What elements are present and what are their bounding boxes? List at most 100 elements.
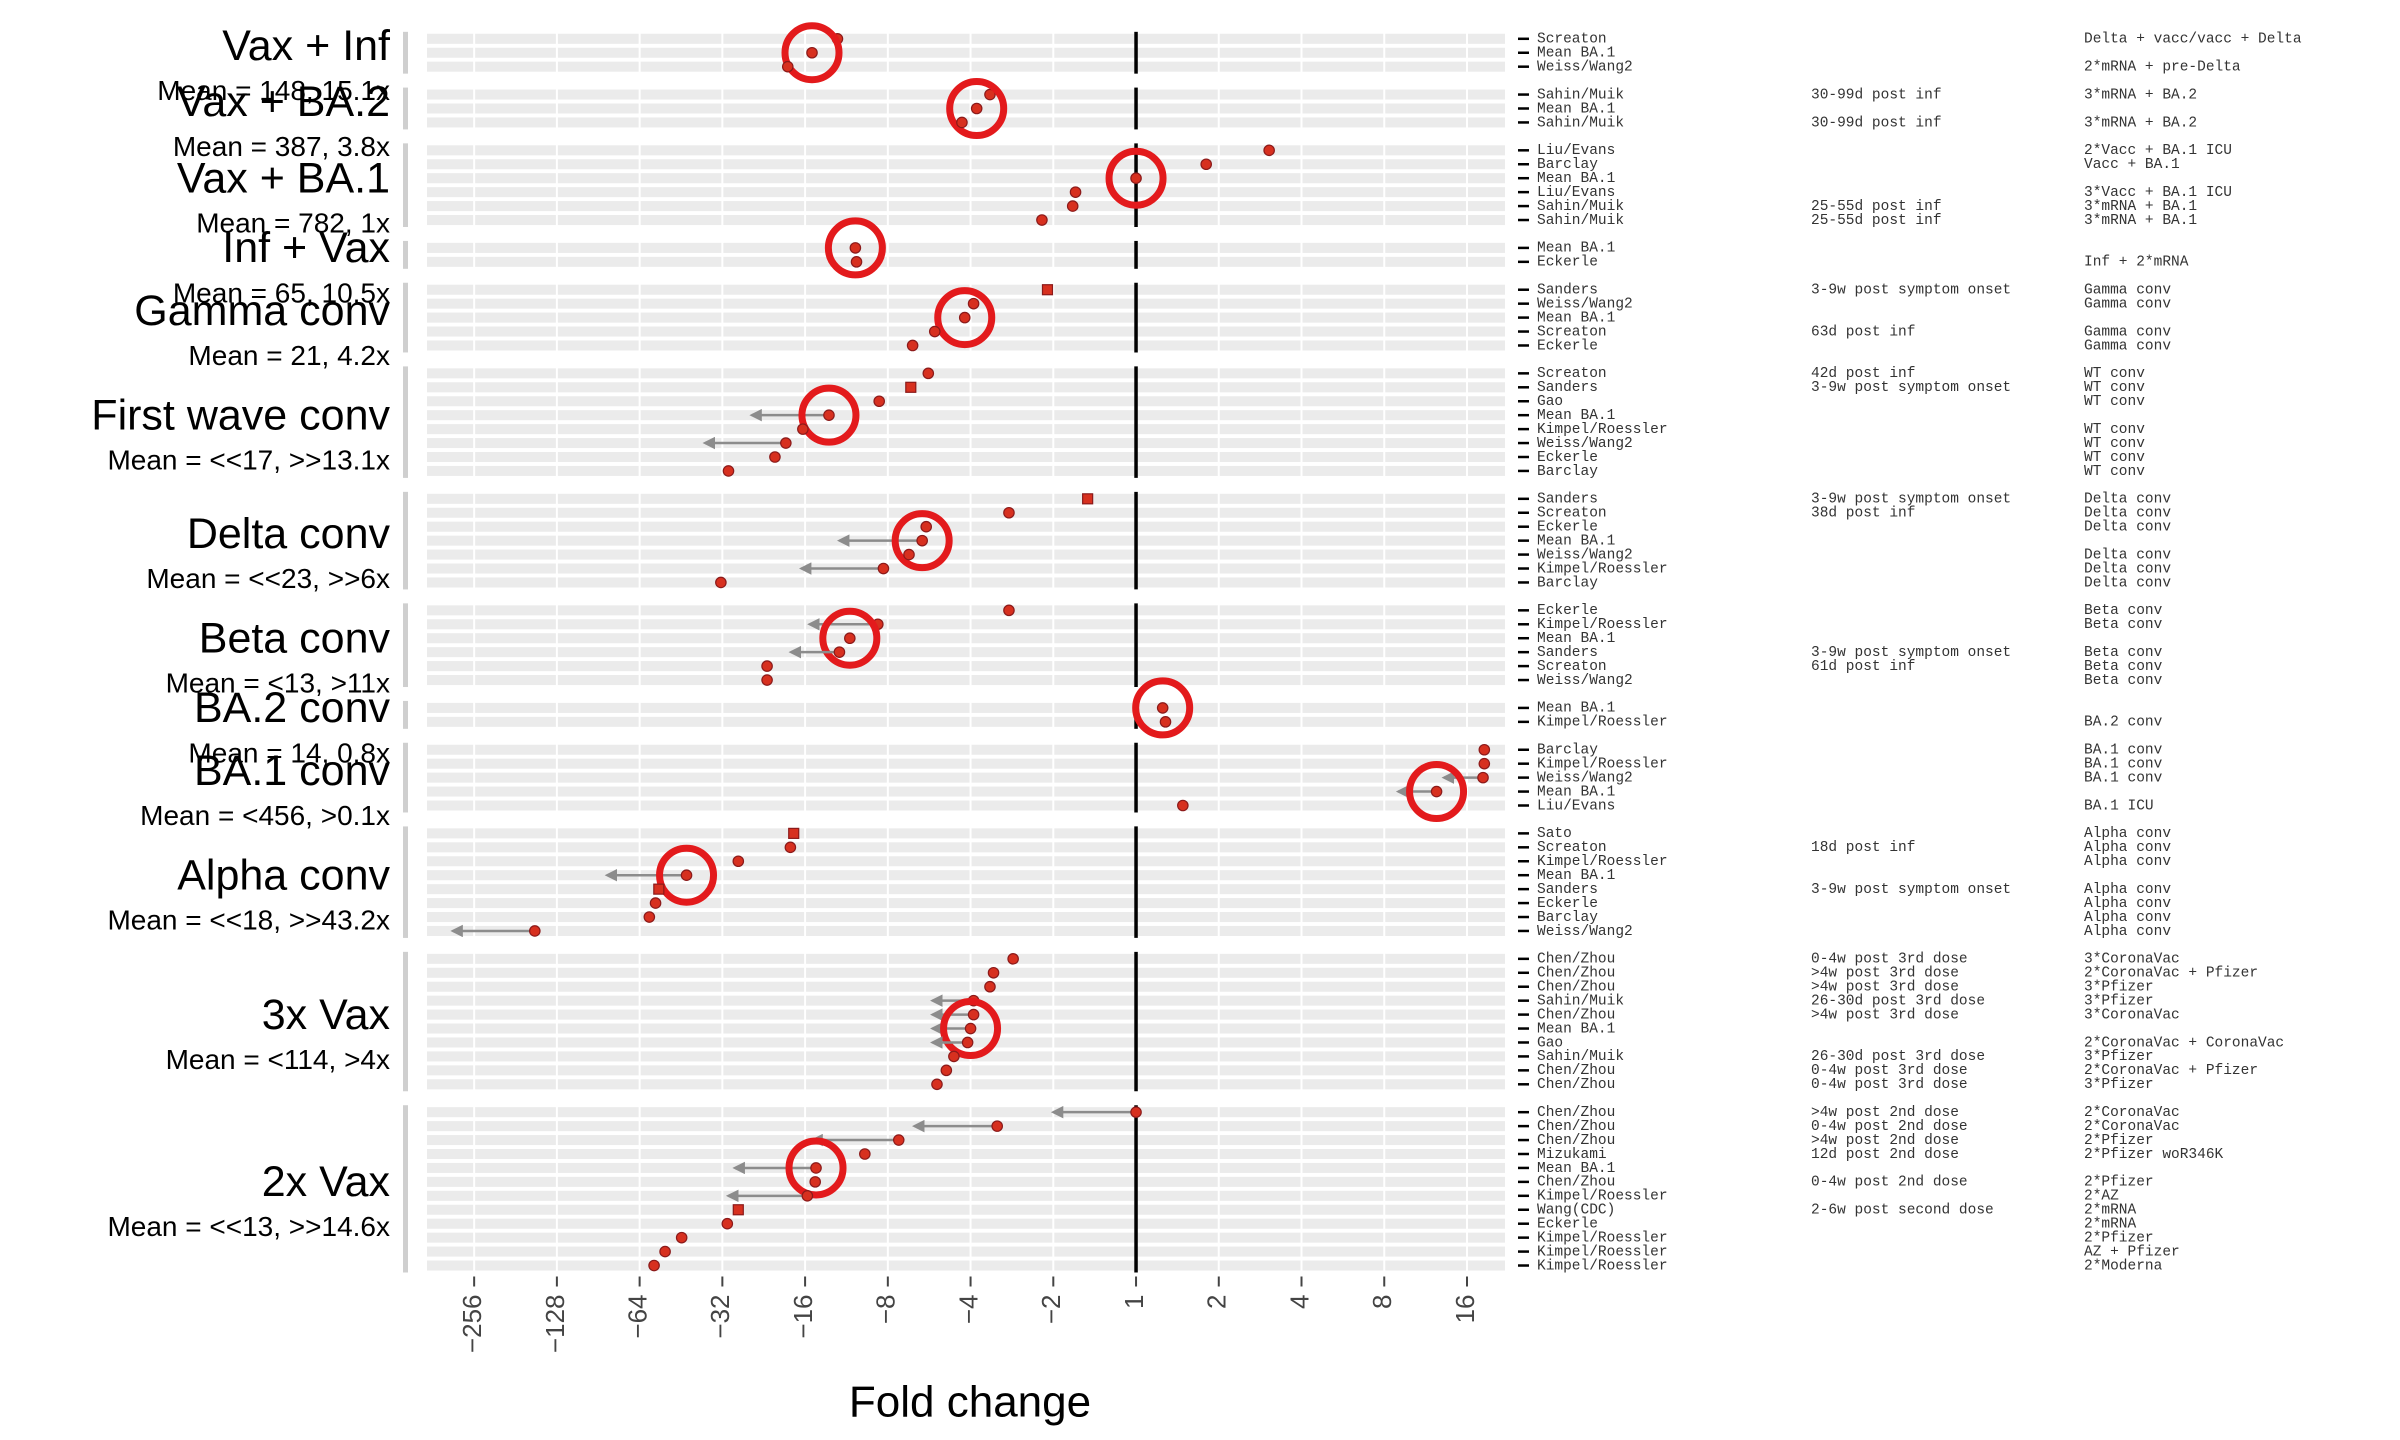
cohort-label: 3*Pfizer <box>2084 1049 2154 1065</box>
study-label: Liu/Evans <box>1537 143 1615 159</box>
group-label: Vax + BA.1 <box>177 155 390 203</box>
mean-circle <box>940 998 1002 1060</box>
point <box>643 911 656 923</box>
study-label: Chen/Zhou <box>1537 1133 1615 1149</box>
cohort-label: 2*Pfizer <box>2084 1175 2154 1191</box>
study-label: Gao <box>1537 1035 1563 1051</box>
mean-circle <box>1132 677 1194 739</box>
cohort-label: 2*CoronaVac <box>2084 1119 2180 1135</box>
mean-circle <box>781 22 843 84</box>
point <box>1069 186 1082 198</box>
point <box>1003 604 1015 617</box>
cohort-label: WT conv <box>2084 380 2145 396</box>
time-label: 25-55d post inf <box>1811 213 1942 229</box>
point <box>1177 799 1189 812</box>
group-bar <box>403 826 408 938</box>
row-band <box>427 326 1505 337</box>
study-label: Screaton <box>1537 840 1607 856</box>
row-band <box>427 493 1505 504</box>
group-bar <box>403 603 408 688</box>
row-band <box>427 410 1505 421</box>
panel-backgrounds <box>403 31 1505 1273</box>
cohort-label: Alpha conv <box>2084 826 2171 842</box>
point <box>922 367 935 380</box>
row-band <box>427 1176 1505 1187</box>
study-label: Sanders <box>1537 882 1598 898</box>
point <box>1200 158 1213 171</box>
study-label: Wang(CDC) <box>1537 1203 1615 1219</box>
point <box>877 562 890 575</box>
group-label: Vax + Inf <box>222 22 391 70</box>
cohort-label: 3*mRNA + BA.1 <box>2084 199 2197 215</box>
grid <box>473 31 1468 1273</box>
row-band <box>427 47 1505 58</box>
point <box>675 1231 688 1244</box>
cohort-label: Beta conv <box>2084 603 2163 619</box>
x-axis-title: Fold change <box>849 1378 1091 1427</box>
point <box>958 311 971 324</box>
row-band <box>427 605 1505 616</box>
point <box>984 88 996 101</box>
mean-circle <box>946 78 1008 139</box>
x-tick-label: −32 <box>705 1294 735 1338</box>
point <box>991 1120 1004 1132</box>
study-label: Weiss/Wang2 <box>1537 296 1633 312</box>
time-label: 38d post inf <box>1811 506 1915 522</box>
group-label: Gamma conv <box>134 287 390 335</box>
mean-label: Mean = <<13, >>14.6x <box>107 1211 390 1242</box>
labels: Vax + Inf Mean = 148, 15.1x Screaton Delta … <box>91 22 2302 1353</box>
row-band <box>427 786 1505 797</box>
cohort-label: Alpha conv <box>2084 896 2171 912</box>
cohort-label: Delta conv <box>2084 575 2171 591</box>
time-label: 2-6w post second dose <box>1811 1203 1994 1219</box>
mean-circle <box>824 217 886 279</box>
time-label: >4w post 3rd dose <box>1811 980 1959 996</box>
row-band <box>427 981 1505 992</box>
x-tick-label: −16 <box>788 1294 818 1338</box>
study-label: Kimpel/Roessler <box>1537 1189 1668 1205</box>
study-label: Screaton <box>1537 32 1607 48</box>
row-band <box>427 1162 1505 1173</box>
row-band <box>427 145 1505 156</box>
time-label: >4w post 2nd dose <box>1811 1105 1959 1121</box>
point <box>859 1148 871 1160</box>
cohort-label: 3*Pfizer <box>2084 1077 2154 1093</box>
study-label: Mean BA.1 <box>1537 408 1615 424</box>
study-label: Chen/Zhou <box>1537 1007 1615 1023</box>
point <box>806 46 818 59</box>
group-bar <box>403 366 408 478</box>
cohort-label: Beta conv <box>2084 673 2163 689</box>
study-label: Eckerle <box>1537 338 1598 354</box>
group-bar <box>403 1105 408 1273</box>
row-band <box>427 842 1505 853</box>
row-band <box>427 465 1505 476</box>
row-band <box>427 438 1505 449</box>
x-tick-label: 4 <box>1284 1294 1314 1308</box>
study-label: Kimpel/Roessler <box>1537 561 1668 577</box>
point <box>659 1245 671 1258</box>
study-label: Weiss/Wang2 <box>1537 436 1633 452</box>
mean-label: Mean = 387, 3.8x <box>173 131 390 162</box>
group-label: Delta conv <box>187 510 391 558</box>
cohort-label: 2*CoronaVac + Pfizer <box>2084 1063 2258 1079</box>
study-label: Weiss/Wang2 <box>1537 924 1633 940</box>
time-label: 12d post 2nd dose <box>1811 1147 1959 1163</box>
study-label: Kimpel/Roessler <box>1537 757 1668 773</box>
marks <box>450 22 1491 1272</box>
row-band <box>427 103 1505 114</box>
group-label: BA.2 conv <box>194 684 390 732</box>
study-label: Eckerle <box>1537 1217 1598 1233</box>
cohort-label: Gamma conv <box>2084 338 2171 354</box>
study-label: Weiss/Wang2 <box>1537 547 1633 563</box>
x-tick-label: 8 <box>1367 1294 1397 1308</box>
row-band <box>427 716 1505 727</box>
time-label: 61d post inf <box>1811 659 1915 675</box>
time-label: 3-9w post symptom onset <box>1811 645 2011 661</box>
time-label: 0-4w post 3rd dose <box>1811 952 1968 968</box>
point <box>781 60 794 73</box>
row-band <box>427 1107 1505 1118</box>
mean-label: Mean = 21, 4.2x <box>188 340 390 371</box>
study-label: Screaton <box>1537 506 1607 522</box>
point <box>849 242 862 254</box>
study-label: Chen/Zhou <box>1537 1175 1615 1191</box>
